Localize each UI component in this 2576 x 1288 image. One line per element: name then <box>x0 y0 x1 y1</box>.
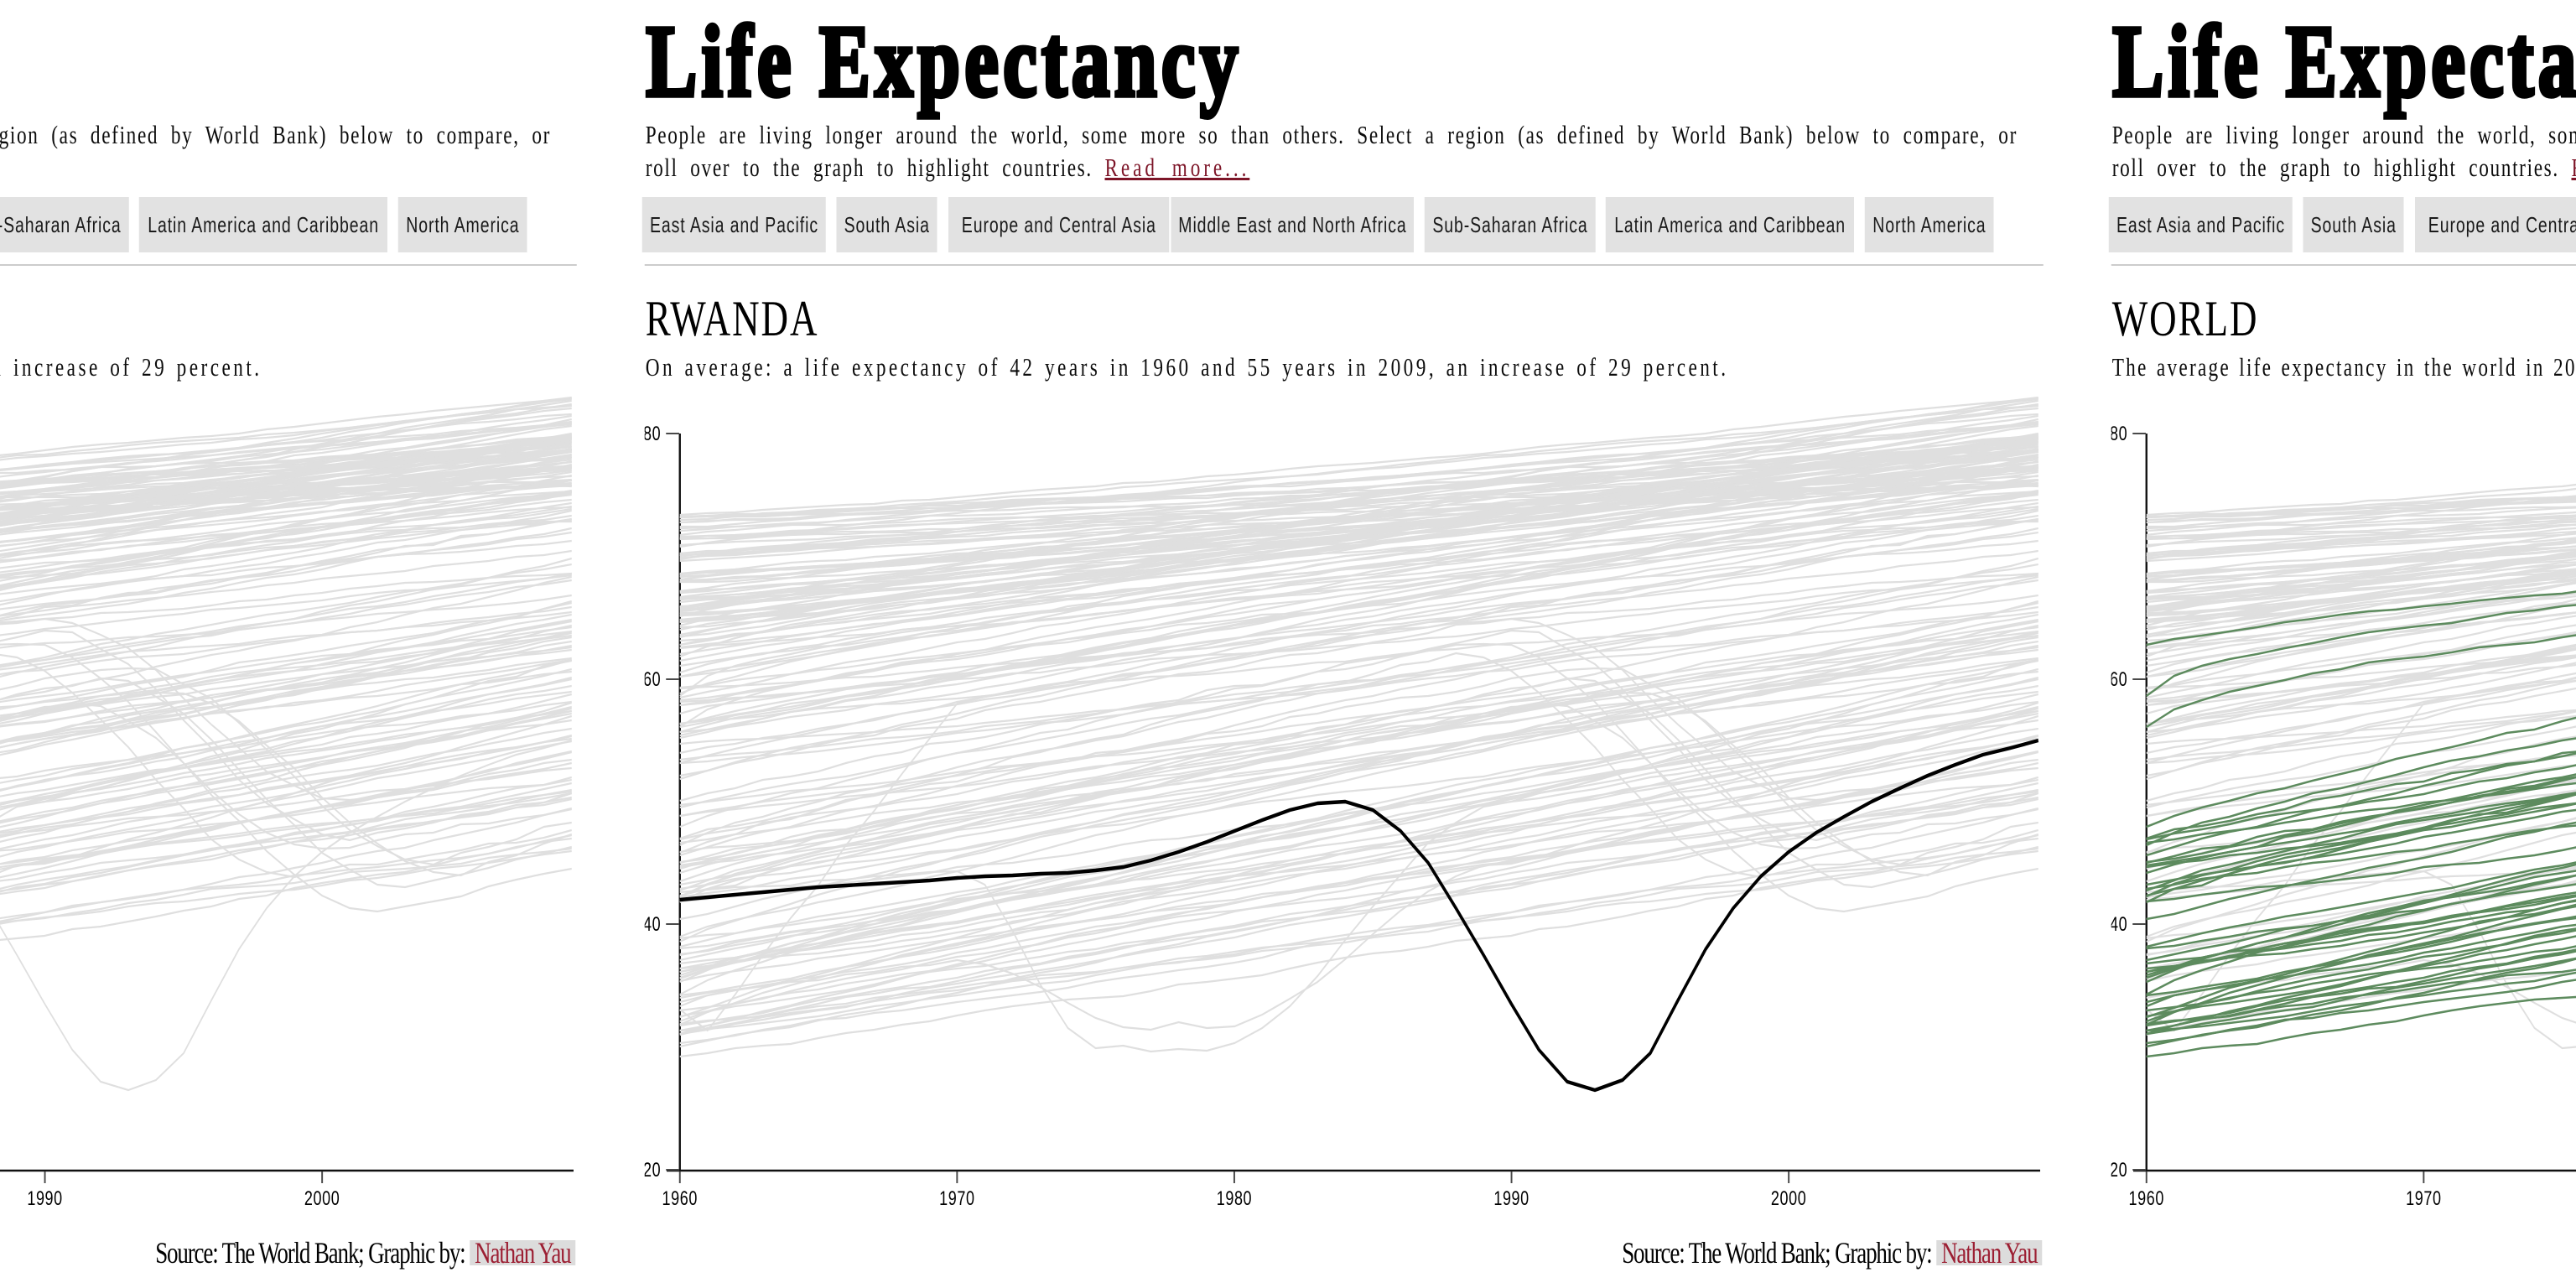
svg-text:Life Expectancy: Life Expectancy <box>646 6 1242 119</box>
svg-text:Life Expectancy: Life Expectancy <box>2112 6 2576 119</box>
